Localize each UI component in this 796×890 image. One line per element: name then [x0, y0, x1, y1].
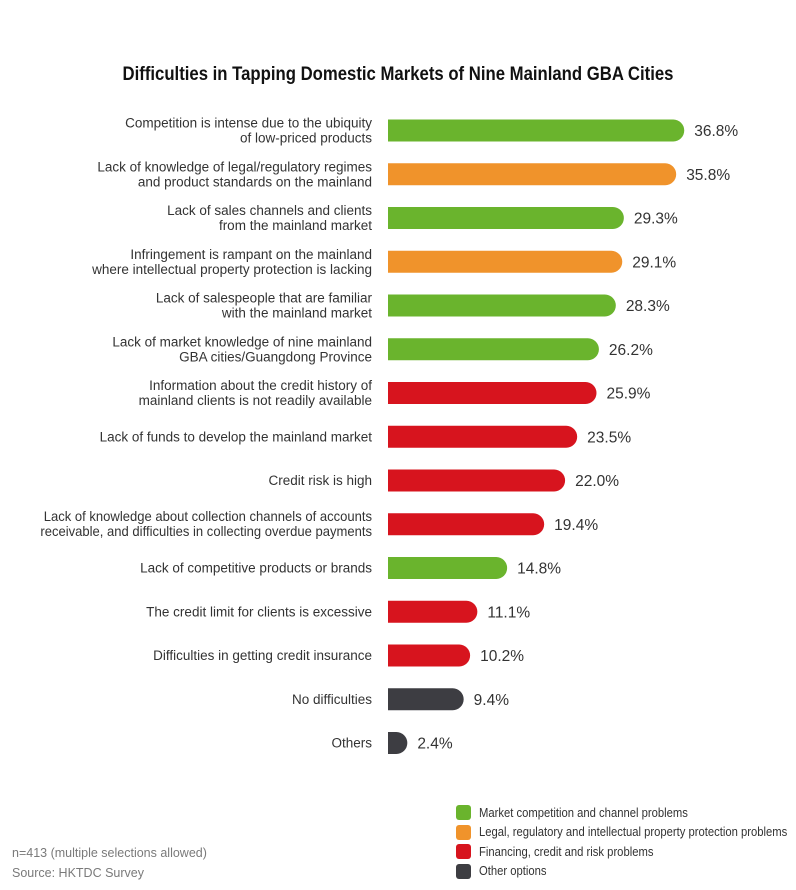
value-label-9: 22.0%: [575, 473, 619, 490]
category-label-12: The credit limit for clients is excessiv…: [146, 604, 372, 619]
value-label-2: 35.8%: [686, 167, 730, 184]
value-label-4: 29.1%: [632, 254, 676, 271]
category-label-6: Lack of market knowledge of nine mainlan…: [112, 334, 372, 364]
legend-label: Market competition and channel problems: [479, 805, 688, 820]
legend-label: Other options: [479, 864, 547, 879]
chart-title: Difficulties in Tapping Domestic Markets…: [122, 64, 674, 85]
value-label-15: 2.4%: [417, 736, 453, 753]
bar-8: [388, 425, 578, 448]
bar-3: [388, 207, 624, 229]
category-label-5: Lack of salespeople that are familiar wit…: [156, 291, 373, 321]
legend-swatch: [456, 824, 471, 840]
category-label-15: Others: [331, 736, 372, 751]
category-label-14: No difficulties: [292, 692, 372, 707]
value-label-5: 28.3%: [626, 298, 670, 315]
value-label-3: 29.3%: [634, 211, 678, 228]
bar-1: [388, 119, 685, 142]
value-label-1: 36.8%: [694, 123, 738, 140]
category-label-11: Lack of competitive products or brands: [140, 561, 372, 576]
bar-15: [388, 732, 408, 754]
bar-7: [388, 382, 597, 404]
legend-label: Financing, credit and risk problems: [479, 844, 654, 859]
value-label-11: 14.8%: [517, 561, 561, 578]
category-label-3: Lack of sales channels and clients from t…: [167, 203, 372, 233]
value-label-6: 26.2%: [609, 342, 653, 359]
value-label-10: 19.4%: [554, 517, 598, 534]
legend-swatch: [456, 805, 471, 821]
category-label-1: Competition is intense due to the ubiqui…: [125, 116, 372, 146]
legend-swatch: [456, 863, 471, 879]
bar-14: [388, 688, 464, 711]
category-label-10: Lack of knowledge about collection chann…: [40, 509, 372, 539]
value-label-12: 11.1%: [487, 604, 530, 621]
bar-9: [388, 469, 566, 492]
category-label-9: Credit risk is high: [268, 473, 372, 488]
sample-note: n=413 (multiple selections allowed): [12, 846, 207, 860]
legend-item-1: Market competition and channel problems: [456, 803, 796, 823]
category-label-2: Lack of knowledge of legal/regulatory re…: [97, 159, 372, 189]
legend-swatch: [456, 844, 471, 860]
legend: Market competition and channel problems L…: [456, 803, 796, 881]
value-label-14: 9.4%: [474, 692, 510, 709]
legend-item-3: Financing, credit and risk problems: [456, 842, 796, 862]
bar-13: [388, 644, 471, 667]
value-label-7: 25.9%: [606, 386, 650, 403]
category-label-7: Information about the credit history of m…: [139, 378, 373, 408]
legend-label: Legal, regulatory and intellectual prope…: [479, 825, 788, 840]
legend-item-4: Other options: [456, 862, 796, 882]
category-label-13: Difficulties in getting credit insurance: [153, 648, 372, 663]
bar-4: [388, 250, 623, 273]
bar-6: [388, 338, 599, 361]
category-label-4: Infringement is rampant on the mainland w…: [91, 247, 372, 277]
bar-2: [388, 163, 677, 186]
category-label-8: Lack of funds to develop the mainland ma…: [100, 429, 373, 444]
value-label-8: 23.5%: [587, 429, 631, 446]
legend-item-2: Legal, regulatory and intellectual prope…: [456, 823, 796, 843]
bar-12: [388, 600, 478, 623]
bar-11: [388, 557, 508, 579]
bar-10: [388, 513, 545, 536]
value-label-13: 10.2%: [480, 648, 524, 665]
bar-5: [388, 294, 616, 317]
source-note: Source: HKTDC Survey: [12, 866, 144, 880]
footnote: n=413 (multiple selections allowed) Sour…: [12, 843, 207, 883]
